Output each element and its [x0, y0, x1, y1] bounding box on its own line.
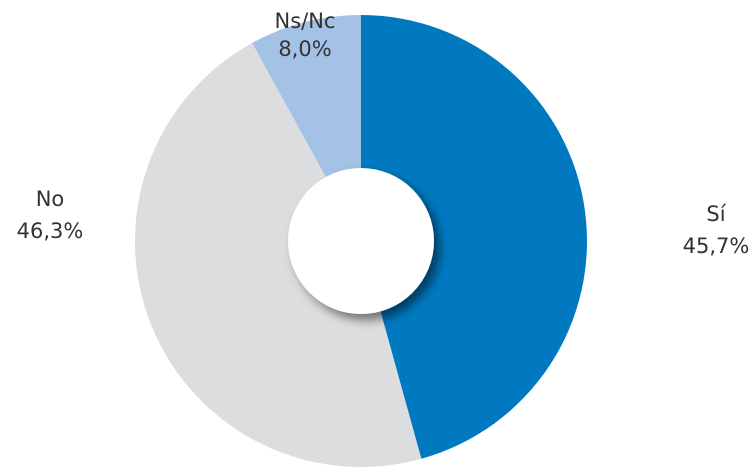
slice-label: Ns/Nc — [275, 9, 336, 33]
slice-value-label: 45,7% — [683, 234, 750, 258]
slice-value-label: 46,3% — [17, 219, 84, 243]
slice-label: No — [36, 187, 65, 211]
pie-slice — [135, 42, 422, 467]
slice-label: Sí — [706, 202, 726, 226]
slice-value-label: 8,0% — [278, 37, 331, 61]
pie-slice — [361, 15, 587, 459]
donut-hole — [288, 168, 434, 314]
